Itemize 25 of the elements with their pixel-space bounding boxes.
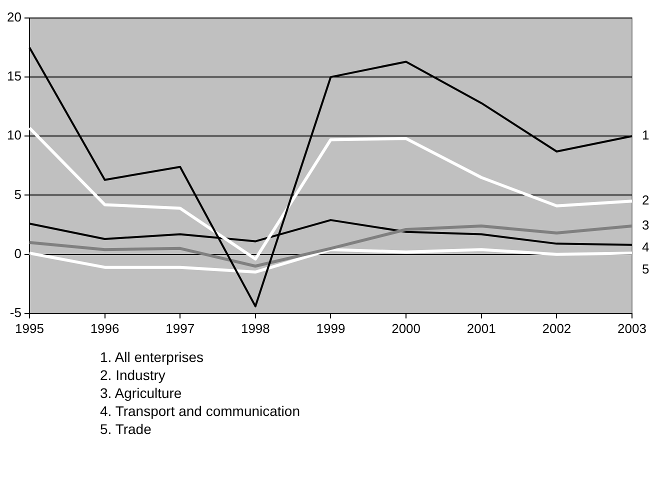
- y-tick-label: 5: [14, 186, 22, 202]
- y-tick-label: 10: [6, 128, 22, 143]
- text: 4. Transport and communication: [100, 402, 301, 420]
- y-tick-label: 0: [14, 246, 22, 261]
- text: 2. Industry: [100, 366, 166, 384]
- y-tick-label: 15: [6, 68, 22, 84]
- text: 1. All enterprises: [100, 348, 204, 366]
- y-tick-label: 20: [6, 10, 22, 25]
- series-label: 4: [642, 240, 650, 255]
- x-tick-label: 1997: [166, 320, 195, 336]
- series-label: 3: [642, 218, 650, 233]
- series-label: 5: [642, 262, 650, 277]
- series-label: 1: [642, 128, 650, 143]
- x-tick-label: 2001: [466, 320, 496, 336]
- x-tick-label: 1996: [90, 320, 120, 336]
- x-tick-label: 1995: [15, 320, 44, 336]
- x-tick-label: 2000: [392, 320, 421, 336]
- x-tick-label: 1999: [316, 320, 346, 336]
- text: 3. Agriculture: [100, 384, 183, 402]
- series-label: 2: [642, 192, 650, 208]
- x-tick-label: 1998: [240, 320, 270, 336]
- x-tick-label: 2002: [542, 320, 572, 336]
- text: 5. Trade: [100, 420, 152, 438]
- y-tick-label: -5: [10, 304, 22, 320]
- x-tick-label: 2003: [618, 320, 646, 336]
